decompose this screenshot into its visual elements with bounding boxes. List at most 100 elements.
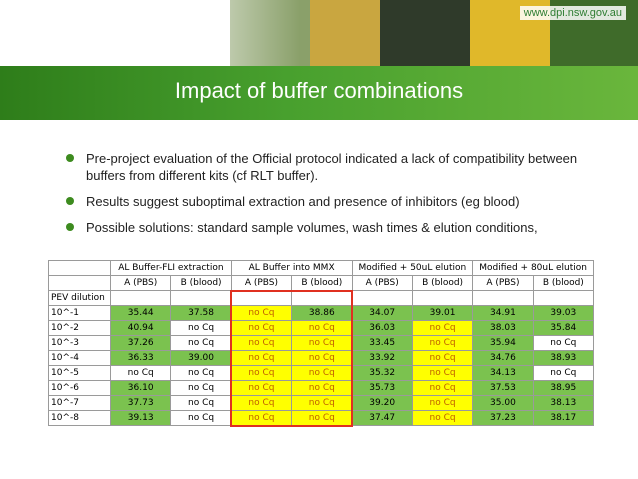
page-title: Impact of buffer combinations [174, 78, 464, 103]
table-cell: no Cq [170, 365, 232, 381]
bullet-list: Pre-project evaluation of the Official p… [66, 150, 586, 245]
bullet-dot-icon [66, 223, 74, 231]
table-cell: no Cq [291, 395, 353, 411]
subheader: B (blood) [532, 275, 595, 291]
bullet-text: Possible solutions: standard sample volu… [86, 220, 538, 235]
table-cell: 39.13 [109, 410, 172, 426]
table-cell: no Cq [532, 335, 595, 351]
header-banner: www.dpi.nsw.gov.au [0, 0, 638, 66]
table-cell: 34.13 [472, 365, 534, 381]
table-cell: no Cq [291, 320, 353, 336]
subheader: B (blood) [411, 275, 474, 291]
empty-cell [291, 290, 353, 306]
blank-cell [48, 260, 111, 276]
subheader: A (PBS) [230, 275, 293, 291]
bullet-item: Pre-project evaluation of the Official p… [66, 150, 586, 184]
group-header: AL Buffer into MMX [230, 260, 353, 276]
table-cell: 36.03 [351, 320, 413, 336]
table-row: 10^-8 39.13 no Cq no Cq no Cq 37.47 no Cq 37.23… [48, 410, 595, 426]
results-table: AL Buffer-FLI extraction AL Buffer into … [48, 260, 595, 426]
empty-cell [170, 290, 232, 306]
table-cell: no Cq [411, 335, 474, 351]
table-cell: 38.93 [532, 350, 595, 366]
bullet-item: Results suggest suboptimal extraction an… [66, 193, 586, 210]
table-row: 10^-1 35.44 37.58 no Cq 38.86 34.07 39.01 34.91… [48, 305, 595, 321]
table-cell: 35.84 [532, 320, 595, 336]
table-cell: 35.94 [472, 335, 534, 351]
table-cell: 37.73 [109, 395, 172, 411]
table-cell: no Cq [170, 410, 232, 426]
table-cell: 34.76 [472, 350, 534, 366]
row-label: 10^-1 [48, 305, 111, 321]
table-row: 10^-4 36.33 39.00 no Cq no Cq 33.92 no Cq 34.76… [48, 350, 595, 366]
table-cell: 39.01 [411, 305, 474, 321]
table-cell: 39.03 [532, 305, 595, 321]
subheader: B (blood) [291, 275, 353, 291]
row-label: 10^-8 [48, 410, 111, 426]
table-cell: 39.00 [170, 350, 232, 366]
subheader: A (PBS) [351, 275, 413, 291]
table-cell: no Cq [291, 335, 353, 351]
table-cell: no Cq [230, 380, 293, 396]
empty-cell [230, 290, 293, 306]
table-cell: no Cq [291, 350, 353, 366]
table-cell: no Cq [230, 410, 293, 426]
table-cell: no Cq [532, 365, 595, 381]
empty-cell [411, 290, 474, 306]
table-cell: no Cq [411, 380, 474, 396]
table-cell: 38.86 [291, 305, 353, 321]
bullet-text: Pre-project evaluation of the Official p… [86, 151, 578, 183]
table-cell: no Cq [170, 335, 232, 351]
subheader: A (PBS) [472, 275, 534, 291]
table-cell: no Cq [230, 335, 293, 351]
subheader-row: A (PBS) B (blood) A (PBS) B (blood) A (P… [48, 275, 595, 291]
group-header-row: AL Buffer-FLI extraction AL Buffer into … [48, 260, 594, 276]
table-row: 10^-2 40.94 no Cq no Cq no Cq 36.03 no Cq 38.03… [48, 320, 595, 336]
empty-cell [472, 290, 534, 306]
table-cell: no Cq [230, 395, 293, 411]
table-cell: 35.73 [351, 380, 413, 396]
table-cell: 36.33 [109, 350, 172, 366]
empty-cell [351, 290, 413, 306]
row-label: 10^-6 [48, 380, 111, 396]
table-cell: no Cq [230, 305, 293, 321]
table-cell: 33.92 [351, 350, 413, 366]
row-label: 10^-4 [48, 350, 111, 366]
empty-cell [532, 290, 595, 306]
row-label: 10^-5 [48, 365, 111, 381]
table-cell: no Cq [230, 320, 293, 336]
table-cell: 33.45 [351, 335, 413, 351]
group-header: Modified + 50uL elution [351, 260, 474, 276]
table-cell: 35.00 [472, 395, 534, 411]
table-cell: no Cq [411, 350, 474, 366]
pev-dilution-label: PEV dilution [48, 290, 111, 306]
table-cell: no Cq [411, 410, 474, 426]
table-cell: no Cq [109, 365, 172, 381]
table-cell: 40.94 [109, 320, 172, 336]
table-cell: 34.91 [472, 305, 534, 321]
table-cell: 38.17 [532, 410, 595, 426]
bullet-dot-icon [66, 154, 74, 162]
row-label: 10^-7 [48, 395, 111, 411]
table-cell: 35.32 [351, 365, 413, 381]
table-cell: no Cq [411, 395, 474, 411]
bullet-dot-icon [66, 197, 74, 205]
table-cell: 34.07 [351, 305, 413, 321]
subheader: B (blood) [170, 275, 232, 291]
table-cell: no Cq [230, 365, 293, 381]
table-cell: 37.23 [472, 410, 534, 426]
pev-row: PEV dilution [48, 290, 595, 306]
table-cell: 39.20 [351, 395, 413, 411]
table-cell: no Cq [411, 365, 474, 381]
site-url[interactable]: www.dpi.nsw.gov.au [519, 6, 626, 20]
bullet-item: Possible solutions: standard sample volu… [66, 219, 586, 236]
table-cell: no Cq [411, 320, 474, 336]
group-header: AL Buffer-FLI extraction [110, 260, 232, 276]
table-cell: 38.03 [472, 320, 534, 336]
subheader: A (PBS) [109, 275, 172, 291]
table-cell: no Cq [291, 410, 353, 426]
title-bar [0, 66, 638, 120]
table-cell: no Cq [230, 350, 293, 366]
table-row: 10^-5 no Cq no Cq no Cq no Cq 35.32 no Cq 34.13… [48, 365, 595, 381]
table-cell: no Cq [170, 395, 232, 411]
